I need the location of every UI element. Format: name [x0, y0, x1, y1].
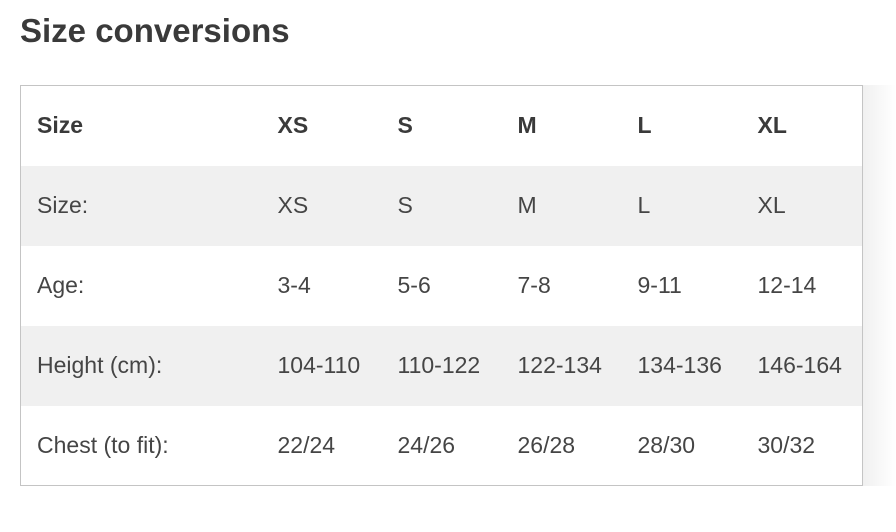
- header-cell-size-xl: XL: [741, 85, 863, 166]
- row-value: 146-164: [757, 352, 842, 378]
- row-value: 110-122: [397, 352, 481, 378]
- size-conversion-table-container[interactable]: Size XS S M L XL Size: XS S M L XL Age: 3-4 5-6 7-8 9-1…: [20, 85, 896, 486]
- row-label: Chest (to fit):: [37, 431, 169, 458]
- row-value: XS: [277, 192, 309, 218]
- row-label: Height (cm):: [37, 352, 163, 378]
- table-row: Height (cm): 104-110 110-122 122-134 134-136…: [20, 325, 863, 406]
- row-value: XL: [757, 192, 786, 218]
- table-header-row: Size XS S M L XL: [20, 85, 863, 166]
- header-cell-size-xs: XS: [261, 85, 382, 166]
- table-body: Size: XS S M L XL Age: 3-4 5-6 7-8 9-11 12-14 Height…: [20, 165, 863, 486]
- row-label: Size:: [37, 192, 89, 218]
- row-value: 28/30: [637, 431, 696, 458]
- row-value: 3-4: [277, 272, 311, 298]
- table-row: Age: 3-4 5-6 7-8 9-11 12-14: [20, 245, 863, 326]
- header-cell-label: Size: [20, 85, 262, 166]
- row-value: 134-136: [637, 352, 722, 378]
- row-value: 122-134: [517, 352, 602, 378]
- size-conversion-table: Size XS S M L XL Size: XS S M L XL Age: 3-4 5-6 7-8 9-1…: [20, 85, 863, 486]
- row-value: 24/26: [397, 431, 456, 458]
- row-value: 5-6: [397, 272, 431, 298]
- row-value: 104-110: [277, 352, 361, 378]
- row-value: S: [397, 192, 413, 218]
- header-cell-size-m: M: [501, 85, 622, 166]
- header-cell-size-s: S: [381, 85, 502, 166]
- page-title: Size conversions: [20, 12, 290, 49]
- scroll-fade-gradient: [863, 85, 896, 486]
- header-cell-size-l: L: [621, 85, 742, 166]
- row-label: Age:: [37, 272, 85, 298]
- table-row: Chest (to fit): 22/24 24/26 26/28 28/30 30/32: [20, 405, 863, 486]
- row-value: 9-11: [637, 272, 682, 298]
- row-value: 12-14: [757, 272, 817, 298]
- row-value: 22/24: [277, 431, 336, 458]
- table-row: Size: XS S M L XL: [20, 165, 863, 246]
- row-value: 7-8: [517, 272, 551, 298]
- row-value: L: [637, 192, 651, 218]
- row-value: 30/32: [757, 431, 816, 458]
- row-value: 26/28: [517, 431, 576, 458]
- row-value: M: [517, 192, 537, 218]
